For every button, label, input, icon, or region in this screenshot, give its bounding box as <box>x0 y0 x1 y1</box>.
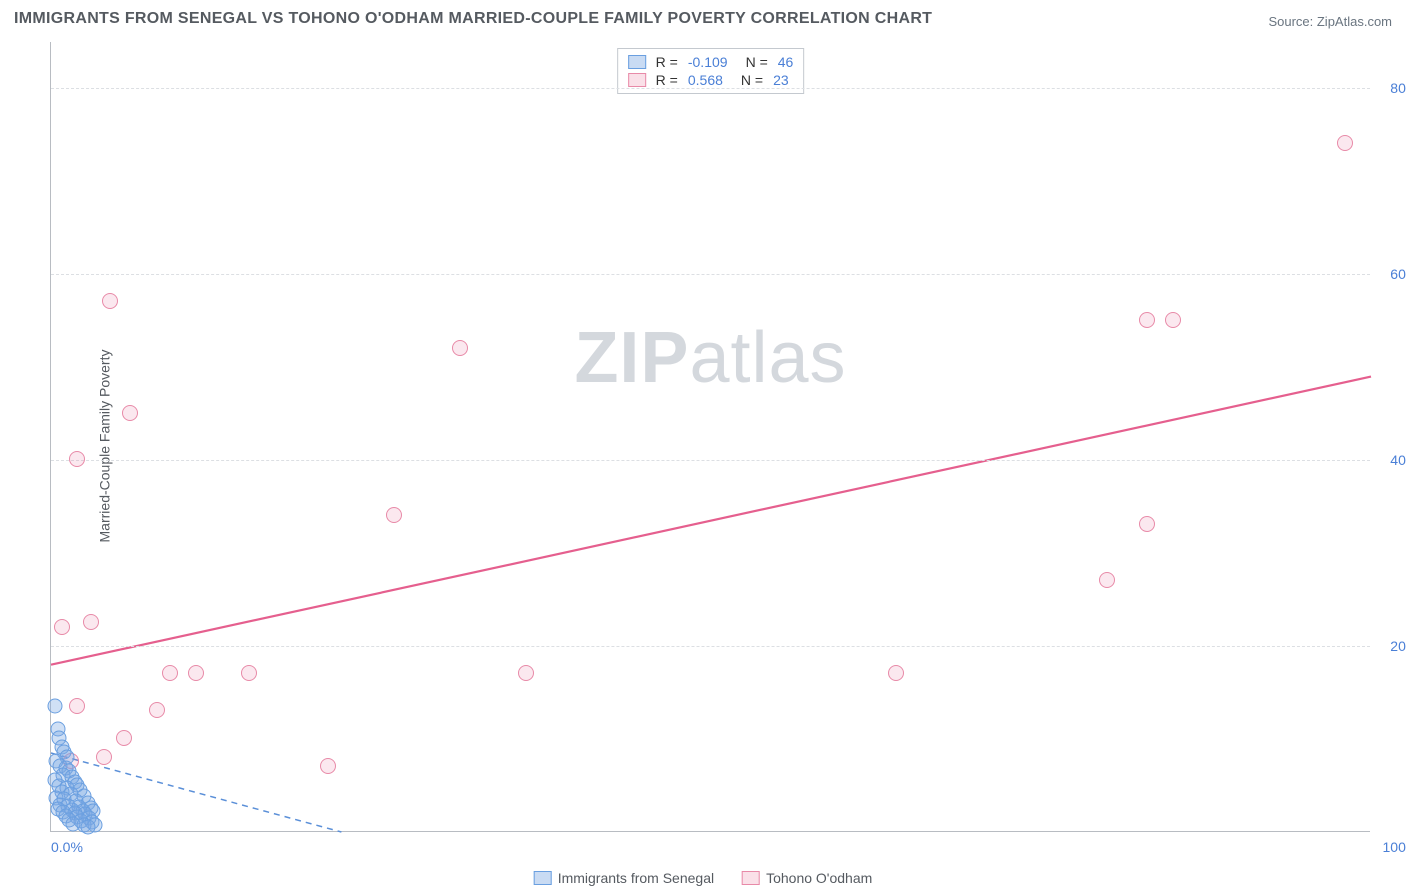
scatter-point <box>80 820 95 835</box>
scatter-point <box>320 758 336 774</box>
legend-stats-row: R = 0.568 N = 23 <box>628 71 794 89</box>
scatter-point <box>1139 312 1155 328</box>
legend-stats-row: R = -0.109 N = 46 <box>628 53 794 71</box>
scatter-point <box>54 619 70 635</box>
scatter-point <box>69 698 85 714</box>
x-tick-label: 100.0% <box>1383 839 1406 855</box>
gridline <box>51 460 1370 461</box>
series-legend-item: Tohono O'odham <box>742 870 872 886</box>
scatter-point <box>102 293 118 309</box>
scatter-point <box>96 749 112 765</box>
scatter-point <box>162 665 178 681</box>
scatter-point <box>1099 572 1115 588</box>
blue-swatch <box>628 55 646 69</box>
scatter-point <box>188 665 204 681</box>
plot-area: ZIPatlas R = -0.109 N = 46 R = 0.568 N =… <box>50 42 1370 832</box>
trendlines-layer <box>51 42 1370 831</box>
scatter-point <box>518 665 534 681</box>
gridline <box>51 274 1370 275</box>
scatter-point <box>386 507 402 523</box>
pink-swatch <box>742 871 760 885</box>
y-tick-label: 40.0% <box>1390 452 1406 468</box>
scatter-point <box>1337 135 1353 151</box>
legend-stats: R = -0.109 N = 46 R = 0.568 N = 23 <box>617 48 805 94</box>
x-tick-label: 0.0% <box>51 839 83 855</box>
series-legend-item: Immigrants from Senegal <box>534 870 714 886</box>
correlation-chart: IMMIGRANTS FROM SENEGAL VS TOHONO O'ODHA… <box>0 0 1406 892</box>
scatter-point <box>83 614 99 630</box>
y-tick-label: 80.0% <box>1390 80 1406 96</box>
scatter-point <box>241 665 257 681</box>
scatter-point <box>149 702 165 718</box>
chart-title: IMMIGRANTS FROM SENEGAL VS TOHONO O'ODHA… <box>14 10 932 28</box>
chart-source: Source: ZipAtlas.com <box>1268 14 1392 29</box>
scatter-point <box>47 698 62 713</box>
scatter-point <box>452 340 468 356</box>
scatter-point <box>122 405 138 421</box>
series-legend: Immigrants from Senegal Tohono O'odham <box>534 870 873 886</box>
y-tick-label: 20.0% <box>1390 638 1406 654</box>
gridline <box>51 646 1370 647</box>
scatter-point <box>888 665 904 681</box>
blue-swatch <box>534 871 552 885</box>
series-label: Immigrants from Senegal <box>558 870 714 886</box>
scatter-point <box>1165 312 1181 328</box>
scatter-point <box>116 730 132 746</box>
scatter-point <box>1139 516 1155 532</box>
y-tick-label: 60.0% <box>1390 266 1406 282</box>
pink-swatch <box>628 73 646 87</box>
gridline <box>51 88 1370 89</box>
series-label: Tohono O'odham <box>766 870 872 886</box>
scatter-point <box>69 451 85 467</box>
